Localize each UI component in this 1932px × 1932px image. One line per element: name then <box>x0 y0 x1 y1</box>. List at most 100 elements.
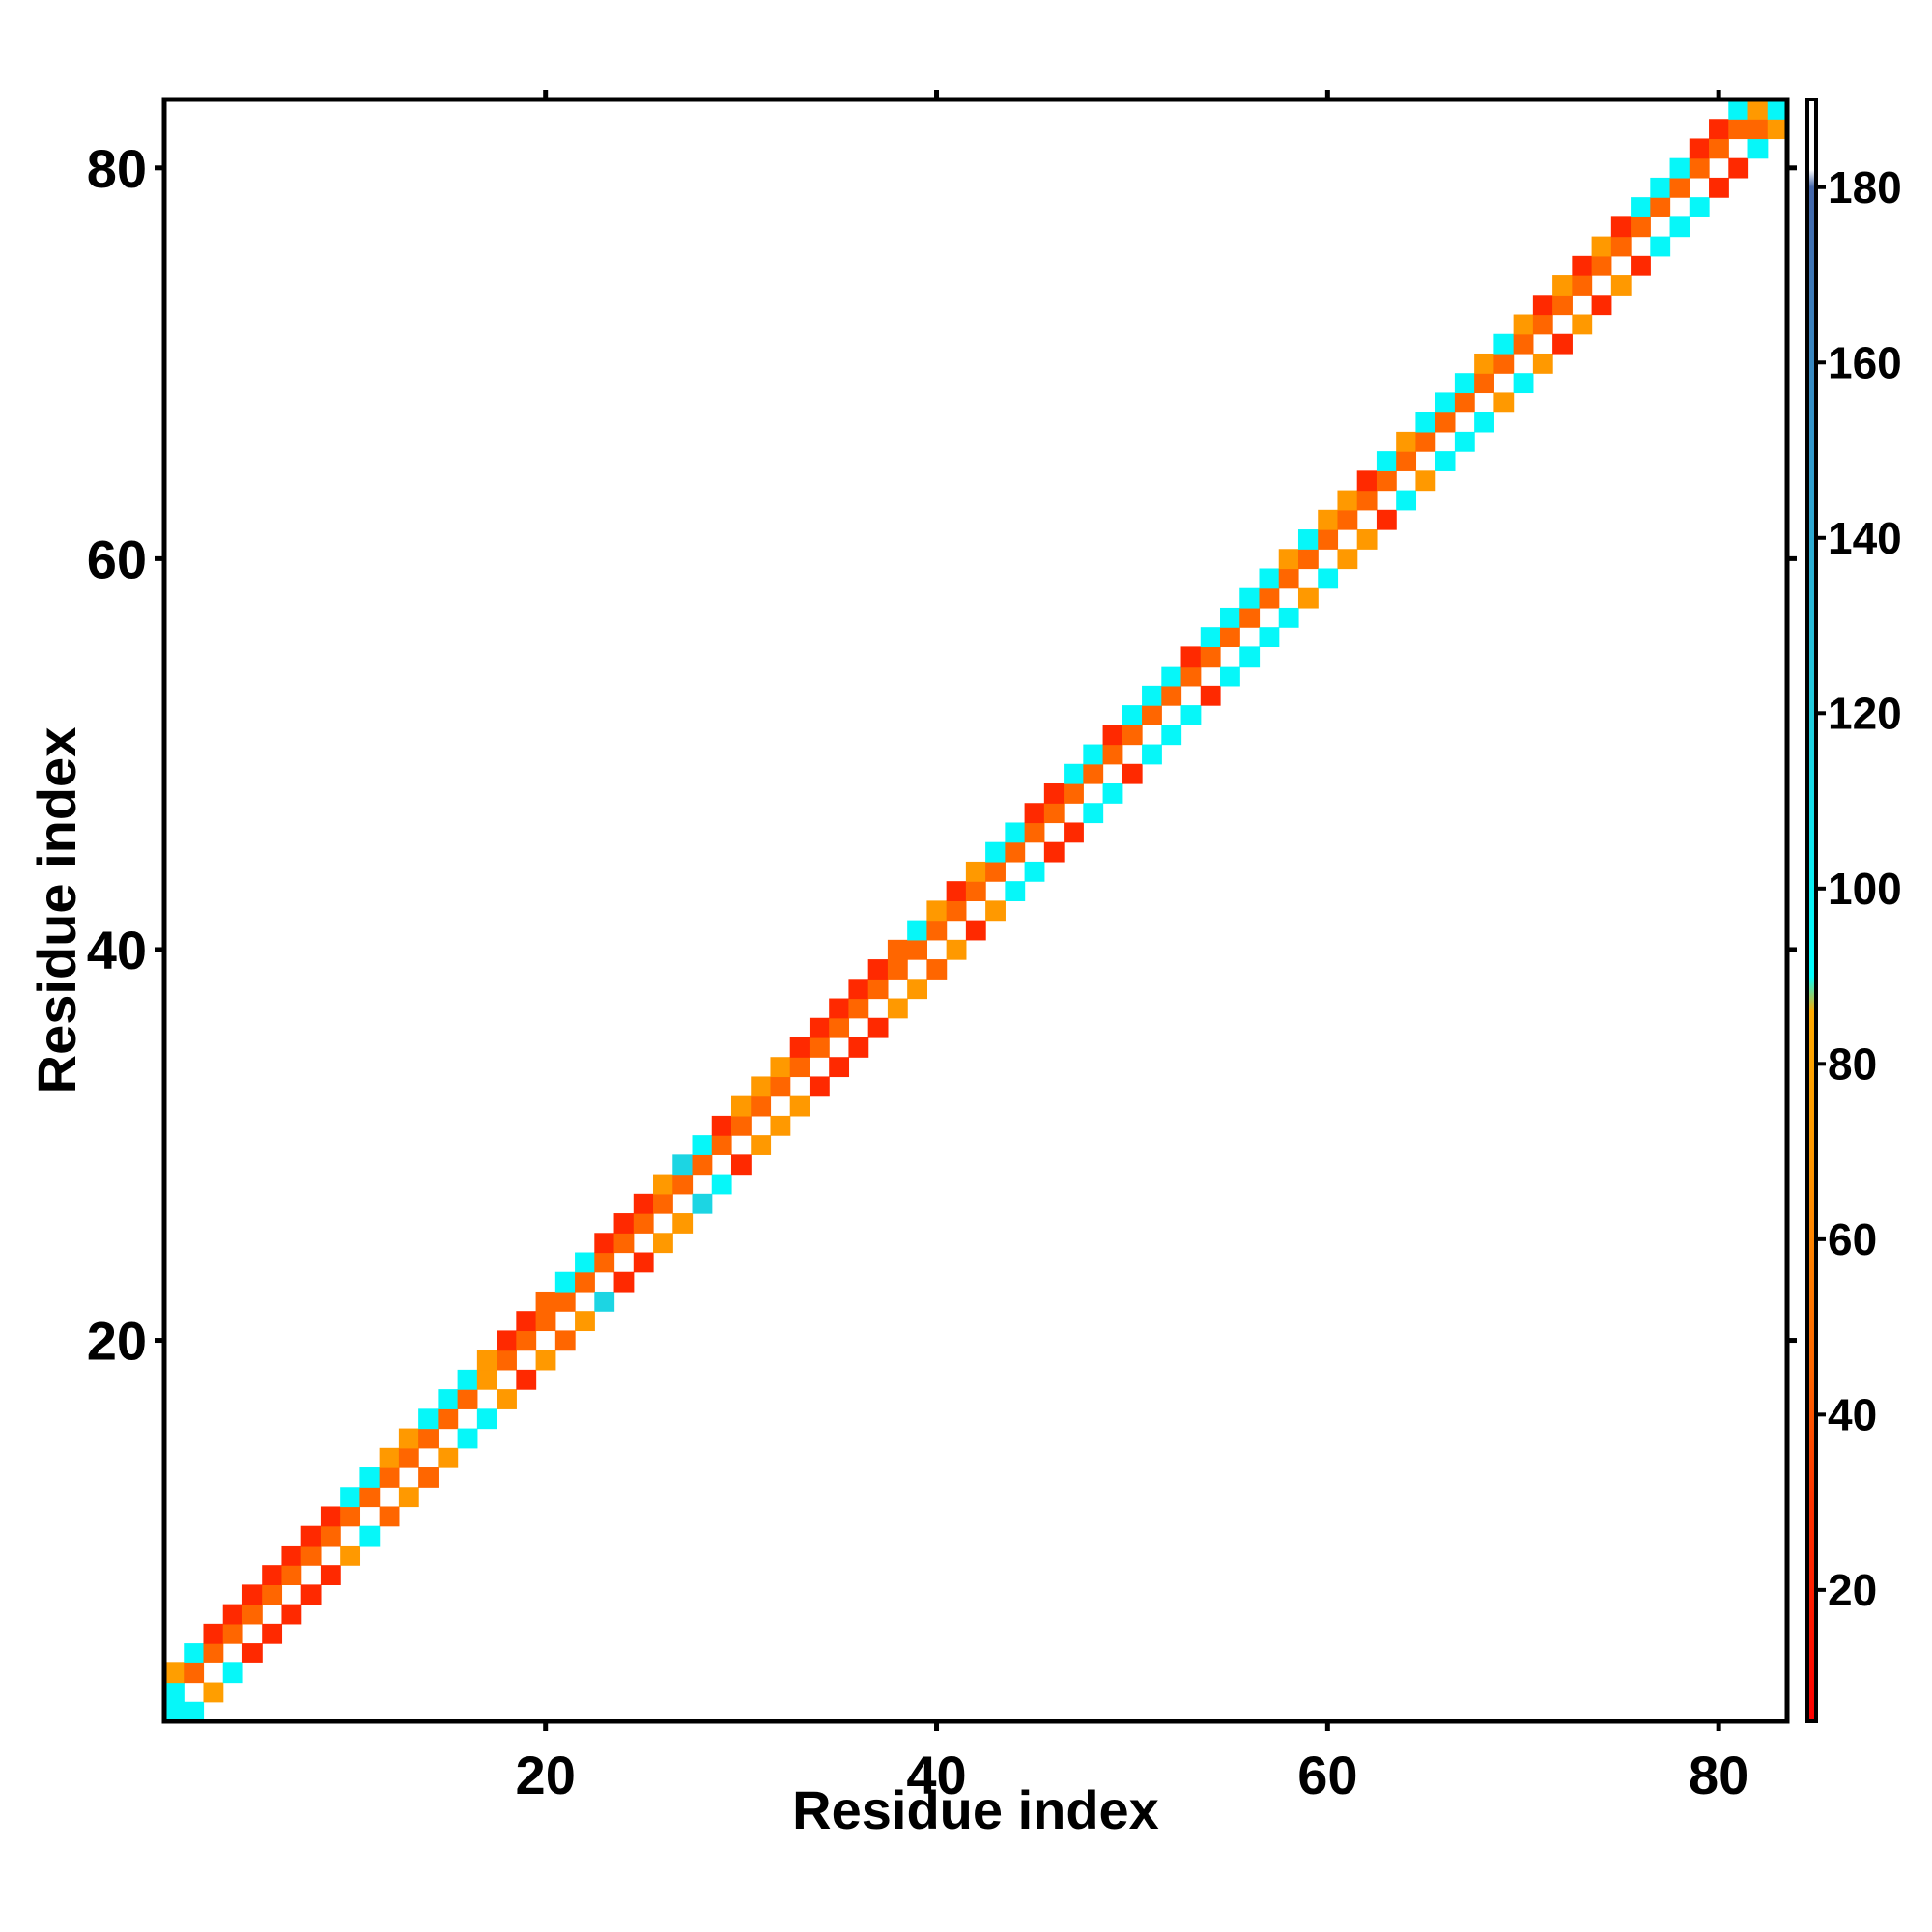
heatmap-cell <box>458 1370 478 1390</box>
x-tick-label: 60 <box>1297 1745 1357 1805</box>
heatmap-cell <box>1514 334 1534 355</box>
heatmap-cell <box>340 1487 360 1507</box>
heatmap-cell <box>1142 705 1162 725</box>
heatmap-cell <box>1650 178 1670 198</box>
y-tick-label: 20 <box>87 1311 147 1372</box>
heatmap-cell <box>1572 256 1592 276</box>
heatmap-cell <box>1103 745 1123 765</box>
heatmap-cell <box>1552 275 1573 296</box>
heatmap-cell <box>1181 705 1202 725</box>
heatmap-cell <box>966 862 986 882</box>
heatmap-cell <box>1415 432 1435 452</box>
heatmap-cell <box>262 1584 282 1605</box>
heatmap-cell <box>634 1253 654 1273</box>
heatmap-cell <box>848 979 868 999</box>
heatmap-cell <box>281 1605 301 1625</box>
heatmap-cell <box>418 1429 439 1449</box>
heatmap-cell <box>1083 745 1103 765</box>
heatmap-cell <box>693 1194 713 1214</box>
heatmap-cell <box>1533 295 1553 315</box>
x-axis-title: Residue index <box>792 1779 1159 1840</box>
heatmap-cell <box>634 1213 654 1234</box>
heatmap-cell <box>614 1213 635 1234</box>
heatmap-cell <box>1493 354 1514 374</box>
heatmap-cell <box>1650 197 1670 217</box>
heatmap-cell <box>926 959 947 980</box>
heatmap-cell <box>1064 822 1084 842</box>
heatmap-cell <box>164 1683 185 1703</box>
heatmap-cell <box>1474 373 1494 393</box>
heatmap-cell <box>1533 354 1553 374</box>
heatmap-cell <box>1377 451 1397 471</box>
heatmap-cell <box>1357 529 1378 550</box>
heatmap-cell <box>359 1526 380 1547</box>
heatmap-cell <box>985 900 1006 921</box>
heatmap-cell <box>1572 315 1592 335</box>
heatmap-cell <box>1455 373 1475 393</box>
heatmap-cell <box>1690 138 1710 158</box>
heatmap-cell <box>634 1194 654 1214</box>
colorbar-tick-label: 20 <box>1828 1565 1877 1615</box>
heatmap-cell <box>242 1605 263 1625</box>
y-tick-label: 60 <box>87 528 147 589</box>
heatmap-cell <box>164 1662 185 1683</box>
heatmap-cell <box>497 1389 517 1409</box>
heatmap-cell <box>985 842 1006 863</box>
heatmap-cell <box>1514 315 1534 335</box>
heatmap-cell <box>1690 197 1710 217</box>
heatmap-cell <box>321 1565 341 1585</box>
heatmap-cell <box>1748 119 1769 139</box>
heatmap-cell <box>1670 158 1690 179</box>
heatmap-cell <box>1337 491 1357 511</box>
heatmap-cell <box>770 1076 790 1096</box>
heatmap-cell <box>1552 334 1573 355</box>
heatmap-cell <box>1181 667 1202 687</box>
heatmap-cell <box>184 1702 204 1722</box>
heatmap-cell <box>1435 451 1456 471</box>
heatmap-cell <box>477 1408 497 1429</box>
heatmap-cell <box>1279 608 1299 628</box>
heatmap-cell <box>1161 686 1181 706</box>
heatmap-cell <box>1728 158 1748 179</box>
heatmap-cell <box>1493 334 1514 355</box>
heatmap-cell <box>184 1662 204 1683</box>
heatmap-cell <box>458 1429 478 1449</box>
heatmap-cell <box>1572 275 1592 296</box>
heatmap-cell <box>536 1350 556 1371</box>
heatmap-cell <box>1552 295 1573 315</box>
heatmap-cell <box>614 1272 635 1293</box>
heatmap-cell <box>380 1448 400 1468</box>
heatmap-cell <box>594 1253 614 1273</box>
heatmap-cell <box>1083 803 1103 823</box>
heatmap-cell <box>1474 354 1494 374</box>
heatmap-cell <box>380 1506 400 1526</box>
heatmap-cell <box>1239 646 1260 667</box>
heatmap-cell <box>868 979 889 999</box>
heatmap-cell <box>1396 432 1416 452</box>
heatmap-cell <box>281 1546 301 1566</box>
heatmap-cell <box>1592 256 1612 276</box>
heatmap-cell <box>1748 138 1769 158</box>
heatmap-cell <box>1455 392 1475 412</box>
heatmap-cell <box>1728 119 1748 139</box>
heatmap-cell <box>1161 724 1181 745</box>
heatmap-cell <box>1298 588 1319 609</box>
heatmap-cell <box>242 1643 263 1663</box>
heatmap-cell <box>751 1135 771 1155</box>
heatmap-cell <box>693 1135 713 1155</box>
heatmap-cell <box>340 1546 360 1566</box>
heatmap-cell <box>1122 724 1143 745</box>
heatmap-cell <box>203 1624 223 1644</box>
heatmap-cell <box>1220 627 1240 647</box>
heatmap-cell <box>399 1487 419 1507</box>
heatmap-cell <box>1357 491 1378 511</box>
heatmap-cell <box>1415 470 1435 491</box>
heatmap-cell <box>477 1350 497 1371</box>
heatmap-cell <box>203 1643 223 1663</box>
heatmap-cell <box>770 1116 790 1136</box>
heatmap-cell <box>731 1154 752 1175</box>
heatmap-cell <box>262 1624 282 1644</box>
colorbar-tick-label: 120 <box>1828 688 1902 738</box>
heatmap-cell <box>1709 178 1729 198</box>
